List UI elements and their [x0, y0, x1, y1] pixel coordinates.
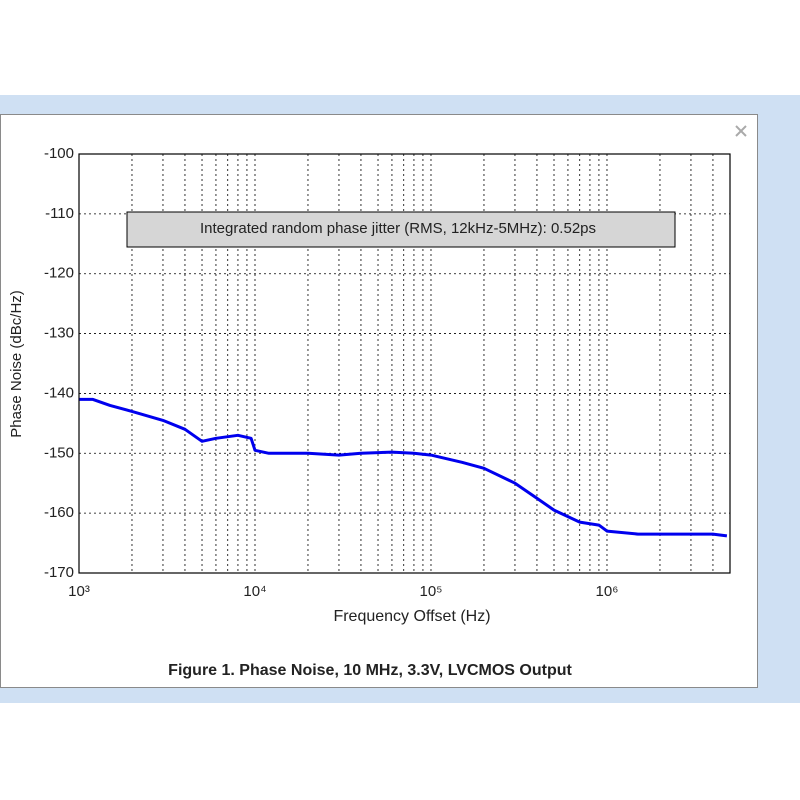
x-tick-label: 10⁶ — [596, 583, 619, 600]
y-tick-label: -150 — [44, 444, 74, 461]
annotation-box — [126, 211, 676, 248]
x-tick-label: 10³ — [68, 583, 90, 600]
annotation: Integrated random phase jitter (RMS, 12k… — [200, 220, 596, 237]
y-tick-label: -120 — [44, 265, 74, 282]
y-tick-label: -100 — [44, 145, 74, 162]
y-tick-label: -140 — [44, 384, 74, 401]
y-tick-label: -170 — [44, 564, 74, 581]
data-line — [79, 397, 728, 538]
plot-frame — [78, 153, 731, 574]
close-button[interactable] — [735, 125, 747, 137]
chart-title: Figure 1. Phase Noise, 10 MHz, 3.3V, LVC… — [168, 662, 572, 679]
y-tick-label: -130 — [44, 325, 74, 342]
y-tick-label: -110 — [45, 205, 74, 222]
x-tick-label: 10⁵ — [420, 583, 443, 600]
y-axis-label: Phase Noise (dBc/Hz) — [8, 290, 25, 438]
x-axis-label: Frequency Offset (Hz) — [333, 608, 490, 625]
y-tick-label: -160 — [44, 504, 74, 521]
x-tick-label: 10⁴ — [243, 583, 266, 600]
